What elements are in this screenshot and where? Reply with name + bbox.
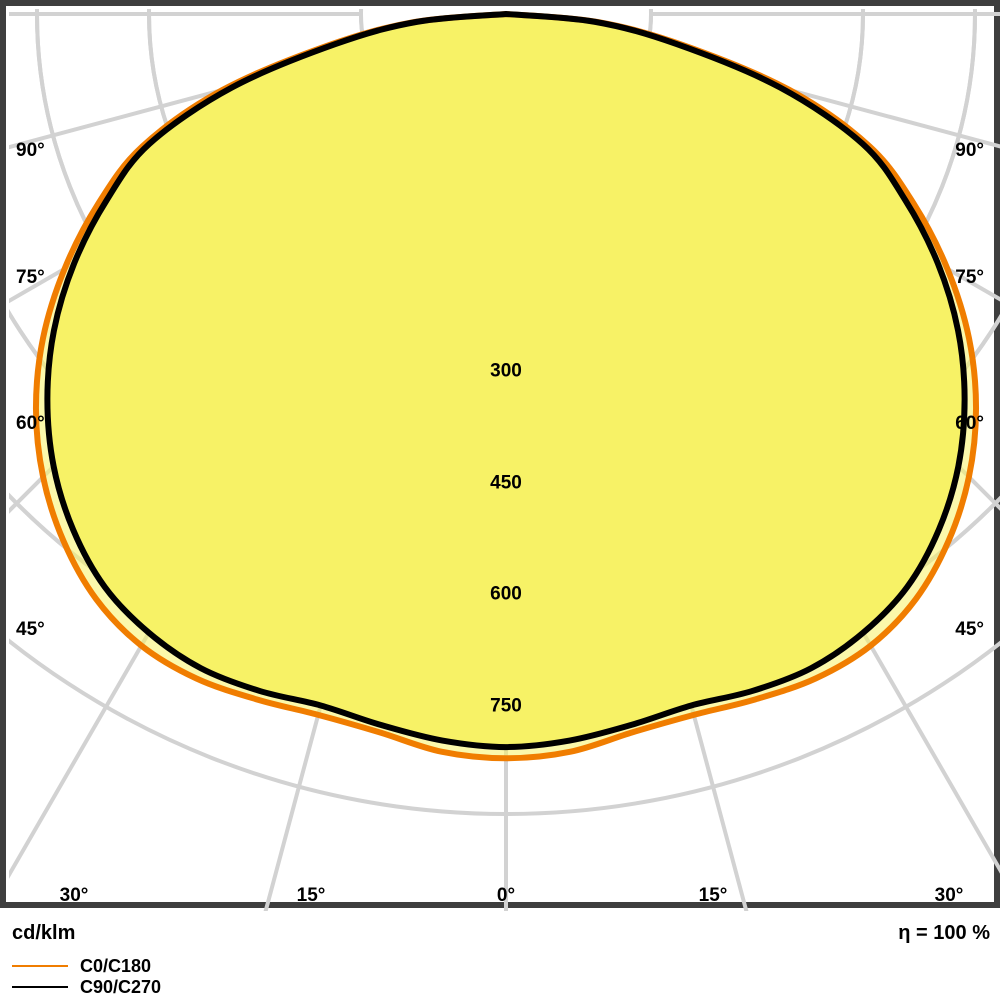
unit-label: cd/klm (12, 922, 76, 944)
legend-label-1: C90/C270 (80, 977, 162, 997)
angle-label-bottom-3: 15° (698, 885, 728, 906)
angle-label-left-75deg: 75° (16, 267, 45, 288)
legend-swatch-1 (12, 986, 68, 988)
angle-label-bottom-4: 30° (934, 885, 964, 906)
radial-label-450: 450 (490, 472, 522, 494)
angle-label-left-60deg: 60° (16, 413, 45, 434)
chart-footer: cd/klm η = 100 % C0/C180 C90/C270 (0, 908, 1000, 1000)
legend-swatch-0 (12, 965, 68, 967)
angle-label-bottom-1: 15° (296, 885, 326, 906)
efficiency-label: η = 100 % (898, 922, 990, 944)
polar-chart-svg (9, 9, 1000, 911)
angle-label-bottom-2: 0° (496, 885, 516, 906)
angle-label-right-90deg: 90° (955, 140, 984, 161)
radial-label-750: 750 (490, 695, 522, 717)
polar-plot-frame: 90° 90° 75° 75° 60° 60° 45° 45° 30° 15° 0° 15° 30° 3… (0, 0, 1000, 911)
radial-label-600: 600 (490, 583, 522, 605)
polar-curves (32, 11, 980, 762)
angle-label-left-90deg: 90° (16, 140, 45, 161)
angle-label-right-45deg: 45° (955, 619, 984, 640)
angle-label-right-60deg: 60° (955, 413, 984, 434)
radial-label-300: 300 (490, 360, 522, 382)
angle-label-bottom-0: 30° (59, 885, 89, 906)
legend-label-0: C0/C180 (80, 956, 152, 976)
angle-label-left-45deg: 45° (16, 619, 45, 640)
angle-label-right-75deg: 75° (955, 267, 984, 288)
